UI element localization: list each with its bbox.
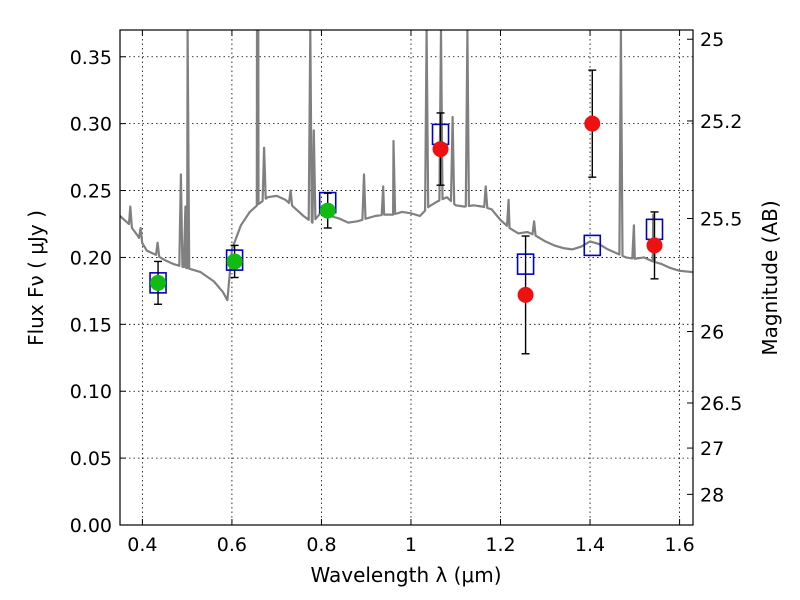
y2-tick-label: 25 [700, 29, 724, 51]
y2-tick-label: 25.5 [700, 209, 742, 231]
y-tick-label: 0.05 [70, 448, 112, 470]
x-tick-label: 0.4 [127, 534, 157, 556]
y-tick-label: 0.25 [70, 181, 112, 203]
photometry-point [432, 141, 449, 158]
spectrum-line [120, 30, 693, 302]
x-tick-label: 1.2 [485, 534, 515, 556]
y-tick-label: 0.00 [70, 515, 112, 537]
x-axis-label: Wavelength λ (μm) [310, 563, 501, 587]
x-tick-label: 0.8 [306, 534, 336, 556]
photometry-point [319, 202, 336, 219]
photometry-point [517, 286, 534, 303]
y2-tick-label: 26.5 [700, 393, 742, 415]
plot-frame [119, 29, 694, 526]
x-tick-label: 1 [405, 534, 417, 556]
photometry-point [584, 115, 601, 132]
y2-tick-label: 27 [700, 438, 724, 460]
grid [120, 30, 693, 525]
data-points [149, 69, 664, 355]
photometry-point [646, 237, 663, 254]
y-axis-label: Flux Fν ( μJy ) [24, 210, 48, 346]
y2-axis-label: Magnitude (AB) [758, 200, 782, 355]
y-tick-label: 0.15 [70, 314, 112, 336]
y-tick-label: 0.10 [70, 381, 112, 403]
y2-tick-label: 26 [700, 322, 724, 344]
x-tick-label: 1.6 [664, 534, 694, 556]
y2-tick-label: 28 [700, 484, 724, 506]
y-tick-label: 0.20 [70, 247, 112, 269]
y-tick-label: 0.35 [70, 47, 112, 69]
y2-tick-label: 25.2 [700, 111, 742, 133]
y-tick-label: 0.30 [70, 114, 112, 136]
x-tick-label: 1.4 [575, 534, 605, 556]
model-spectrum [120, 30, 693, 302]
axis-ticks: 0.4 0.6 0.8 1 1.2 1.4 1.6 0.00 0.05 0.10 0.15 0.20 0… [70, 29, 743, 556]
model-flux-square [583, 234, 602, 257]
photometry-point [226, 253, 243, 270]
photometry-point [150, 274, 167, 291]
x-tick-label: 0.6 [217, 534, 247, 556]
